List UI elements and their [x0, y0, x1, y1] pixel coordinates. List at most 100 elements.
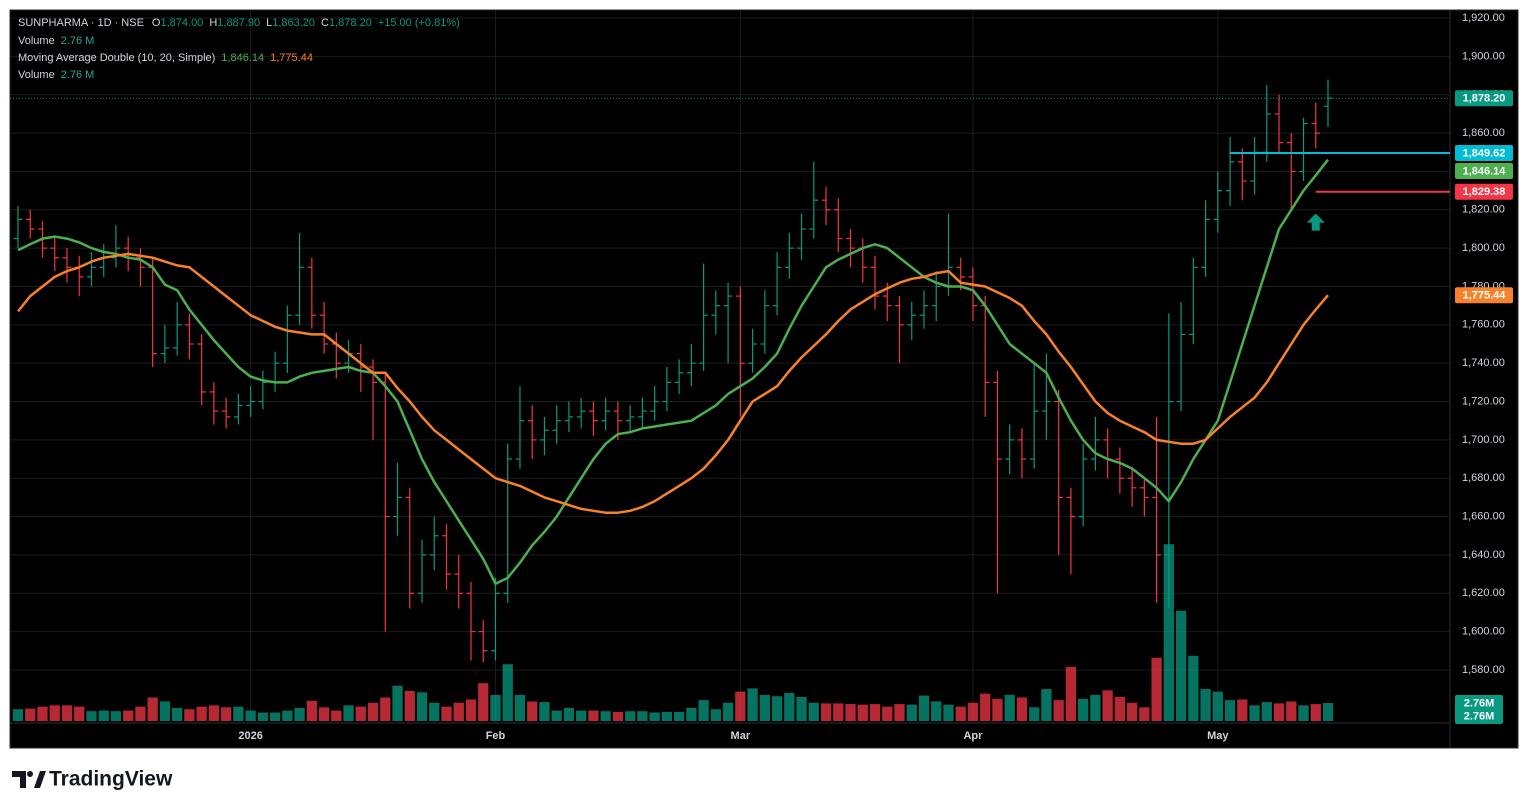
volume-bar	[612, 711, 624, 721]
volume-bar	[1016, 697, 1028, 721]
volume-bar	[722, 702, 734, 721]
indicator-name: Volume	[18, 69, 55, 81]
price-layer	[13, 79, 1333, 663]
volume-bar	[355, 706, 366, 721]
volume-layer	[12, 544, 1334, 721]
volume-bar	[1310, 704, 1321, 721]
volume-bar	[931, 701, 942, 721]
volume-bar	[1029, 707, 1040, 721]
volume-bar	[1139, 707, 1150, 721]
moving-average-line	[17, 158, 1329, 585]
volume-bar	[86, 711, 97, 721]
volume-bar	[25, 708, 36, 721]
indicator-value: 2.76 M	[61, 69, 95, 81]
volume-bar	[869, 704, 881, 721]
volume-bar	[698, 700, 709, 721]
volume-bar	[955, 706, 966, 721]
volume-bar	[98, 710, 109, 721]
volume-bar	[735, 691, 746, 721]
volume-bar	[551, 710, 562, 721]
chart-background	[9, 9, 1519, 749]
volume-bar	[539, 702, 550, 721]
indicator-value: 1,775.44	[270, 52, 313, 64]
volume-bar	[1298, 705, 1309, 721]
legend-key: L	[266, 17, 272, 29]
volume-tag	[1455, 694, 1503, 711]
volume-bar	[1224, 700, 1236, 721]
legend-volume: Volume 2.76 M	[18, 69, 94, 81]
x-tick-label: 2026	[238, 730, 262, 742]
volume-bar	[453, 702, 464, 721]
volume-bar	[1188, 655, 1199, 721]
y-tick-label: 1,860.00	[1462, 127, 1505, 139]
volume-bar	[1041, 689, 1052, 721]
volume-bar	[1114, 696, 1126, 721]
price-tag-label: 1,878.20	[1463, 93, 1506, 105]
volume-bar	[1053, 700, 1064, 721]
price-tag-label: 1,849.62	[1463, 147, 1506, 159]
volume-bar	[1151, 657, 1162, 721]
volume-bar	[857, 704, 868, 721]
volume-bar	[661, 711, 673, 721]
volume-bar	[441, 706, 452, 721]
volume-bar	[1322, 702, 1334, 721]
volume-bar	[808, 702, 819, 721]
volume-bar	[1286, 701, 1297, 721]
price-tag	[1455, 287, 1513, 304]
volume-bar	[980, 693, 991, 721]
price-tag	[1455, 144, 1513, 161]
volume-bar	[625, 711, 636, 721]
volume-bar	[1212, 691, 1223, 721]
volume-bar	[1102, 690, 1113, 721]
volume-bar	[906, 704, 917, 721]
volume-bar	[1175, 610, 1187, 721]
brand-name: TradingView	[49, 768, 173, 791]
price-tag	[1455, 90, 1513, 107]
indicator-name: Moving Average Double (10, 20, Simple)	[18, 52, 215, 64]
volume-bar	[135, 706, 146, 721]
volume-bar	[61, 705, 73, 721]
volume-bar	[1090, 694, 1101, 721]
volume-bar	[710, 709, 721, 721]
legend-change: +15.00 (+0.81%)	[378, 17, 460, 29]
legend-value: 1,878.20	[329, 17, 372, 29]
volume-bar	[1163, 544, 1174, 721]
legend-key: O	[152, 17, 161, 29]
volume-bar	[159, 701, 171, 721]
legend-key: H	[209, 17, 217, 29]
volume-bar	[833, 703, 844, 721]
volume-bar	[172, 707, 183, 721]
y-tick-label: 1,820.00	[1462, 204, 1505, 216]
y-tick-label: 1,800.00	[1462, 242, 1505, 254]
indicator-value: 2.76 M	[61, 35, 95, 47]
volume-bar	[1261, 702, 1272, 721]
y-tick-label: 1,600.00	[1462, 626, 1505, 638]
volume-bar	[820, 703, 832, 721]
volume-bar	[110, 711, 122, 721]
moving-average-line	[17, 252, 1329, 514]
volume-bar	[318, 707, 330, 721]
volume-bar	[882, 706, 893, 721]
volume-bar	[343, 705, 354, 721]
price-tag-label: 1,829.38	[1463, 186, 1506, 198]
volume-bar	[588, 710, 599, 721]
volume-bar	[282, 710, 293, 721]
y-tick-label: 1,640.00	[1462, 549, 1505, 561]
brand-logo	[12, 771, 46, 788]
volume-bar	[269, 712, 281, 721]
x-tick-label: Feb	[486, 730, 506, 742]
y-tick-label: 1,720.00	[1462, 395, 1505, 407]
volume-bar	[563, 707, 575, 721]
volume-bar	[747, 688, 758, 721]
legend-ma: Moving Average Double (10, 20, Simple) 1,…	[18, 52, 313, 64]
volume-bar	[514, 694, 526, 721]
volume-bar	[637, 711, 648, 721]
volume-bar	[12, 709, 24, 721]
price-tag	[1455, 183, 1513, 200]
volume-bar	[367, 702, 379, 721]
volume-bar	[918, 695, 930, 721]
volume-bar	[992, 698, 1003, 721]
legend-main: SUNPHARMA · 1D · NSE O1,874.00 H1,887.90 L1…	[18, 17, 460, 29]
volume-bar	[1273, 703, 1285, 721]
